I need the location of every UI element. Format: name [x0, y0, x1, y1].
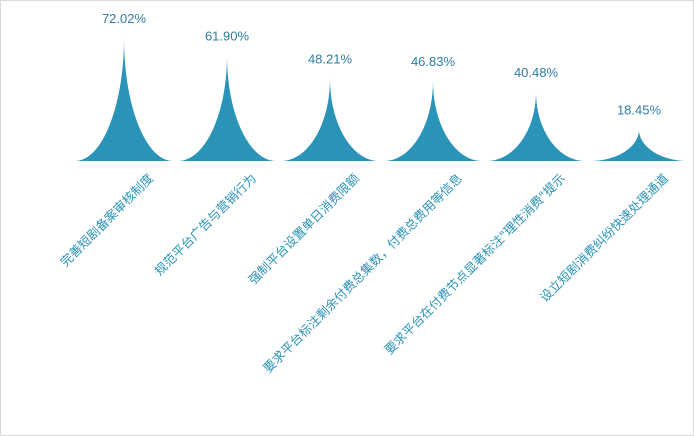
category-label-5: 要求平台在付费节点显著标注"理性消费"提示	[381, 171, 568, 358]
category-label-3: 强制平台设置单日消费限额	[245, 170, 362, 287]
bar-1	[75, 38, 173, 161]
bar-6	[590, 129, 688, 161]
value-label-6: 18.45%	[617, 102, 662, 117]
bar-5	[487, 91, 585, 161]
value-label-4: 46.83%	[411, 54, 456, 69]
bar-3	[281, 78, 379, 161]
value-label-3: 48.21%	[308, 52, 353, 67]
category-label-1: 完善短剧备案审核制度	[57, 170, 156, 269]
value-label-1: 72.02%	[102, 11, 147, 26]
value-label-5: 40.48%	[514, 65, 559, 80]
value-label-2: 61.90%	[205, 28, 250, 43]
bar-4	[384, 81, 482, 161]
category-label-4: 要求平台标注剩余付费总集数，付费总费用等信息	[260, 171, 465, 376]
bar-2	[178, 55, 276, 161]
category-label-2: 规范平台广告与营销行为	[151, 171, 259, 279]
